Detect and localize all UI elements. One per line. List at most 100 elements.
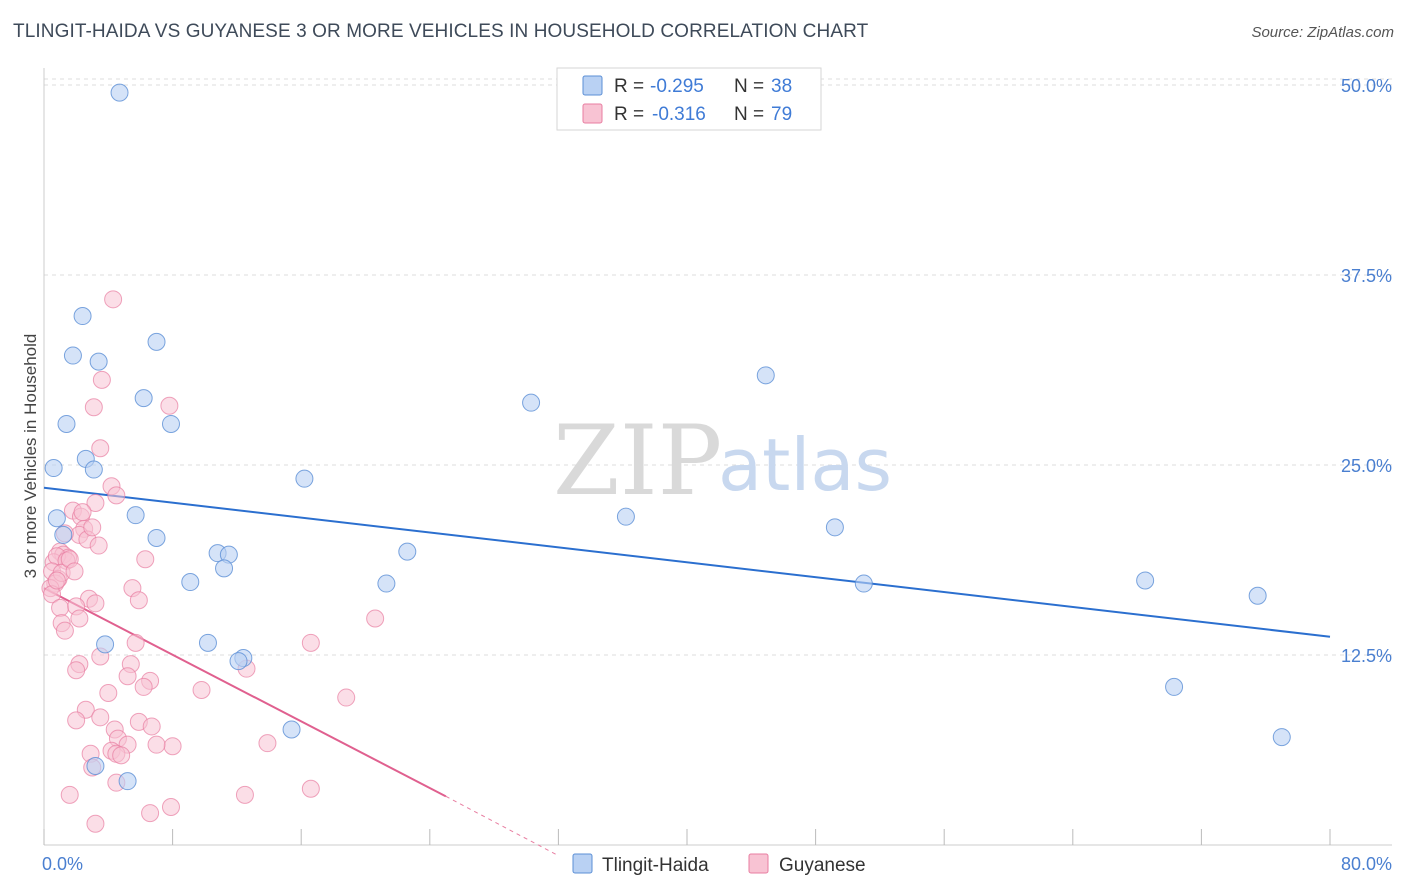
watermark: ZIP atlas xyxy=(553,405,892,517)
guyanese-point xyxy=(51,598,70,617)
guyanese-point xyxy=(126,633,145,652)
tlingit-haida-point xyxy=(44,459,63,478)
legend-r-label-2: R = xyxy=(614,104,644,125)
guyanese-point xyxy=(55,621,74,640)
source-label: Source: ZipAtlas.com xyxy=(1251,24,1394,41)
guyanese-point xyxy=(60,785,79,804)
y-axis-title: 3 or more Vehicles in Household xyxy=(21,334,40,579)
tlingit-haida-points xyxy=(44,83,1291,791)
guyanese-point xyxy=(258,734,277,753)
tlingit-haida-point xyxy=(63,346,82,365)
tlingit-haida-point xyxy=(147,332,166,351)
axes xyxy=(43,68,1392,846)
x-tick-label: 80.0% xyxy=(1341,854,1392,874)
guyanese-point xyxy=(235,785,254,804)
tlingit-haida-point xyxy=(198,633,217,652)
guyanese-point xyxy=(67,711,86,730)
top-legend: R = -0.295 N = 38 R = -0.316 N = 79 xyxy=(556,67,822,131)
guyanese-point xyxy=(86,594,105,613)
tlingit-haida-point xyxy=(377,574,396,593)
tlingit-haida-point xyxy=(126,506,145,525)
tlingit-haida-point xyxy=(1136,571,1155,590)
legend-n-value-1: 38 xyxy=(771,76,792,97)
tlingit-haida-point xyxy=(54,525,73,544)
guyanese-point xyxy=(91,708,110,727)
guyanese-point xyxy=(89,536,108,555)
tlingit-haida-point xyxy=(1248,586,1267,605)
guyanese-point xyxy=(112,746,131,765)
trendline-tlingit-haida xyxy=(43,486,1331,638)
tlingit-haida-point xyxy=(110,83,129,102)
chart-title: TLINGIT-HAIDA VS GUYANESE 3 OR MORE VEHI… xyxy=(13,21,869,42)
tlingit-haida-point xyxy=(1165,677,1184,696)
guyanese-point xyxy=(142,717,161,736)
tlingit-haida-point xyxy=(84,460,103,479)
legend-n-value-2: 79 xyxy=(771,104,792,125)
guyanese-points xyxy=(41,290,385,833)
guyanese-point xyxy=(47,571,66,590)
tlingit-haida-point xyxy=(229,652,248,671)
guyanese-point xyxy=(65,562,84,581)
y-tick-label: 12.5% xyxy=(1341,646,1392,666)
guyanese-point xyxy=(86,494,105,512)
trendline-guyanese-extension xyxy=(445,795,559,857)
guyanese-point xyxy=(134,677,153,696)
tlingit-haida-point xyxy=(825,518,844,537)
tlingit-haida-point xyxy=(295,469,314,488)
y-tick-label: 50.0% xyxy=(1341,76,1392,96)
legend-r-label-1: R = xyxy=(614,76,644,97)
bottom-legend-label-tlingit-haida: Tlingit-Haida xyxy=(602,855,709,876)
guyanese-point xyxy=(366,609,385,628)
bottom-legend-swatch-tlingit-haida xyxy=(572,853,593,874)
watermark-zip: ZIP xyxy=(553,405,722,517)
guyanese-point xyxy=(160,396,179,415)
guyanese-point xyxy=(161,798,180,816)
tlingit-haida-point xyxy=(118,772,137,791)
tlingit-haida-point xyxy=(282,720,301,739)
legend-swatch-tlingit-haida xyxy=(582,75,603,96)
guyanese-point xyxy=(129,591,148,610)
guyanese-point xyxy=(147,735,166,754)
bottom-legend: Tlingit-Haida Guyanese xyxy=(572,853,866,876)
guyanese-point xyxy=(192,680,211,699)
x-tick-label: 0.0% xyxy=(42,854,83,874)
trendline-guyanese xyxy=(43,587,447,798)
bottom-legend-swatch-guyanese xyxy=(748,853,769,874)
tlingit-haida-point xyxy=(147,528,166,547)
guyanese-point xyxy=(163,737,182,756)
legend-n-label-1: N = xyxy=(734,76,764,97)
guyanese-point xyxy=(99,684,118,702)
guyanese-point xyxy=(141,804,160,823)
y-tick-label: 37.5% xyxy=(1341,266,1392,286)
legend-r-value-1: -0.295 xyxy=(650,76,704,97)
legend-swatch-guyanese xyxy=(582,103,603,124)
guyanese-point xyxy=(70,609,89,628)
tlingit-haida-point xyxy=(96,635,115,654)
bottom-legend-label-guyanese: Guyanese xyxy=(779,855,866,876)
tlingit-haida-point xyxy=(215,559,234,578)
tlingit-haida-point xyxy=(616,507,635,526)
guyanese-point xyxy=(136,550,155,569)
y-tick-label: 25.0% xyxy=(1341,456,1392,476)
tlingit-haida-point xyxy=(134,389,153,408)
legend-r-value-2: -0.316 xyxy=(652,104,706,125)
tlingit-haida-point xyxy=(89,352,108,371)
tick-labels: 12.5% 25.0% 37.5% 50.0% 0.0% 80.0% xyxy=(42,76,1392,874)
guyanese-point xyxy=(337,688,356,707)
guyanese-point xyxy=(73,503,92,522)
tlingit-haida-point xyxy=(86,756,105,775)
tlingit-haida-point xyxy=(522,393,541,412)
guyanese-point xyxy=(84,398,103,417)
tlingit-haida-point xyxy=(756,366,775,385)
tlingit-haida-point xyxy=(47,509,66,528)
tlingit-haida-point xyxy=(398,542,417,561)
guyanese-point xyxy=(301,779,320,798)
grid xyxy=(44,78,1392,656)
tlingit-haida-point xyxy=(73,307,92,326)
guyanese-point xyxy=(86,814,105,833)
tlingit-haida-point xyxy=(57,414,76,433)
guyanese-point xyxy=(83,518,102,537)
guyanese-point xyxy=(92,370,111,389)
guyanese-point xyxy=(118,667,137,686)
